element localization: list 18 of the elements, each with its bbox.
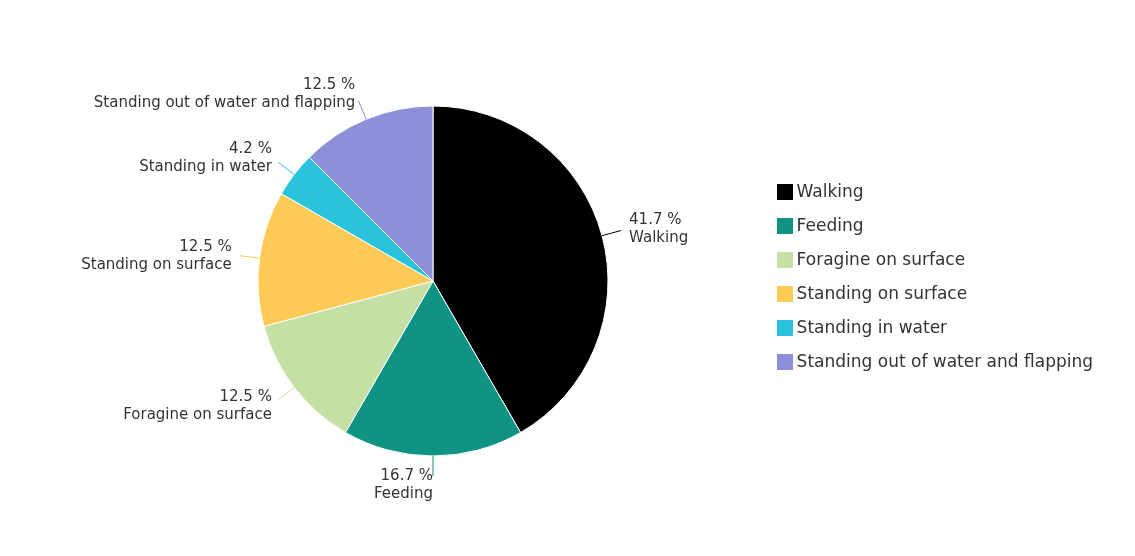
slice-label: Feeding <box>374 484 433 502</box>
legend-label: Standing out of water and flapping <box>796 351 1093 371</box>
data-label: 41.7 % <box>629 210 682 229</box>
legend-label: Foragine on surface <box>796 249 966 269</box>
legend-label: Walking <box>796 181 864 201</box>
data-label: 4.2 % <box>229 139 272 158</box>
slice-label: Walking <box>629 228 689 247</box>
data-label: 12.5 % <box>302 75 356 94</box>
slice-label: Standing on surface <box>81 254 232 273</box>
data-label: 12.5 % <box>219 386 272 405</box>
slice-label: Standing out of water and flapping <box>93 93 356 112</box>
legend-label: Standing in water <box>796 317 948 337</box>
data-label: 16.7 % <box>380 466 433 484</box>
legend-label: Standing on surface <box>796 283 968 303</box>
slice-label: Foragine on surface <box>123 404 272 423</box>
slice-label: Standing in water <box>139 157 273 176</box>
legend-label: Feeding <box>796 215 864 235</box>
data-label: 12.5 % <box>179 236 232 255</box>
